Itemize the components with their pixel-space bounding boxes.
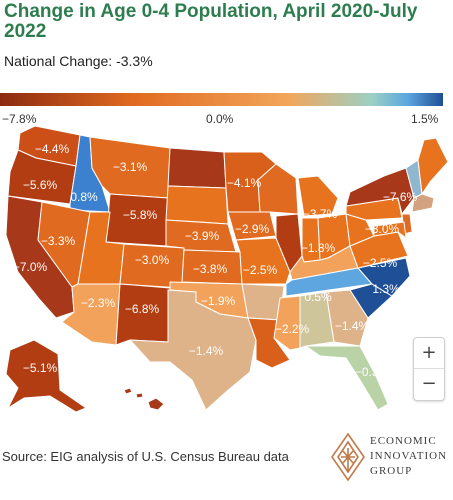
label-idaho: 0.8% (70, 190, 98, 204)
zoom-out-button[interactable]: − (421, 373, 437, 394)
label-kentucky: −1.8% (301, 241, 336, 255)
label-alaska: −5.1% (23, 361, 58, 375)
label-texas: −1.4% (189, 344, 224, 358)
legend-mid-label: 0.0% (206, 112, 234, 126)
label-michigan: −3.7% (303, 207, 338, 221)
label-florida: −0.3% (355, 365, 390, 379)
label-tennessee: 0.5% (304, 290, 332, 304)
label-kansas: −3.8% (193, 262, 228, 276)
legend-min-label: −7.8% (2, 112, 37, 126)
label-oregon: −5.6% (23, 178, 58, 192)
label-colorado: −3.0% (135, 253, 170, 267)
state-georgia[interactable] (325, 289, 369, 347)
label-nevada: −3.3% (41, 234, 76, 248)
label-washington: −4.4% (35, 142, 70, 156)
legend-gradient-bar (0, 93, 443, 106)
state-indiana[interactable] (301, 217, 321, 263)
national-change-subtitle: National Change: -3.3% (4, 53, 153, 69)
state-hawaii[interactable] (147, 397, 165, 411)
label-north-carolina: 1.3% (372, 282, 400, 296)
eig-diamond-icon (331, 432, 365, 482)
state-texas[interactable] (129, 289, 257, 411)
label-pennsylvania: −3.0% (365, 222, 400, 236)
label-new-york: −7.6% (383, 190, 418, 204)
eig-logo: ECONOMIC INNOVATION GROUP (330, 432, 452, 482)
state-alabama[interactable] (299, 291, 335, 349)
label-montana: −3.1% (113, 160, 148, 174)
legend-max-label: 1.5% (411, 112, 439, 126)
state-massachusetts[interactable] (411, 193, 435, 213)
label-north-dakota: −4.1% (227, 176, 262, 190)
state-north-dakota[interactable] (167, 147, 227, 189)
state-michigan[interactable] (297, 175, 339, 217)
label-virginia: −2.5% (363, 256, 398, 270)
label-georgia: −1.4% (335, 319, 370, 333)
us-states-map[interactable]: −4.4% −5.6% 0.8% −3.1% −5.8% −4.1% −3.3%… (0, 120, 453, 420)
state-florida[interactable] (305, 345, 389, 411)
source-note: Source: EIG analysis of U.S. Census Bure… (2, 449, 289, 464)
state-maine[interactable] (417, 137, 449, 195)
label-california: −7.0% (13, 260, 48, 274)
state-south-dakota[interactable] (165, 185, 229, 225)
logo-line-2: INNOVATION (370, 450, 448, 462)
zoom-in-button[interactable]: + (414, 338, 444, 369)
logo-line-3: GROUP (370, 465, 413, 477)
label-arizona: −2.3% (81, 296, 116, 310)
label-new-mexico: −6.8% (125, 302, 160, 316)
map-title: Change in Age 0-4 Population, April 2020… (4, 1, 418, 42)
label-iowa: −2.9% (235, 222, 270, 236)
logo-line-1: ECONOMIC (370, 435, 437, 447)
label-wyoming: −5.8% (123, 208, 158, 222)
state-alaska[interactable] (5, 339, 87, 413)
zoom-control: + − (413, 337, 445, 401)
state-mississippi[interactable] (273, 295, 301, 351)
state-new-york[interactable] (345, 167, 415, 215)
state-hawaii-islands[interactable] (123, 387, 144, 399)
label-oklahoma: −1.9% (201, 294, 236, 308)
state-north-carolina[interactable] (357, 257, 411, 297)
label-nebraska: −3.9% (185, 229, 220, 243)
state-maryland[interactable] (373, 221, 407, 239)
label-missouri: −2.5% (243, 263, 278, 277)
label-mississippi: −2.2% (275, 322, 310, 336)
